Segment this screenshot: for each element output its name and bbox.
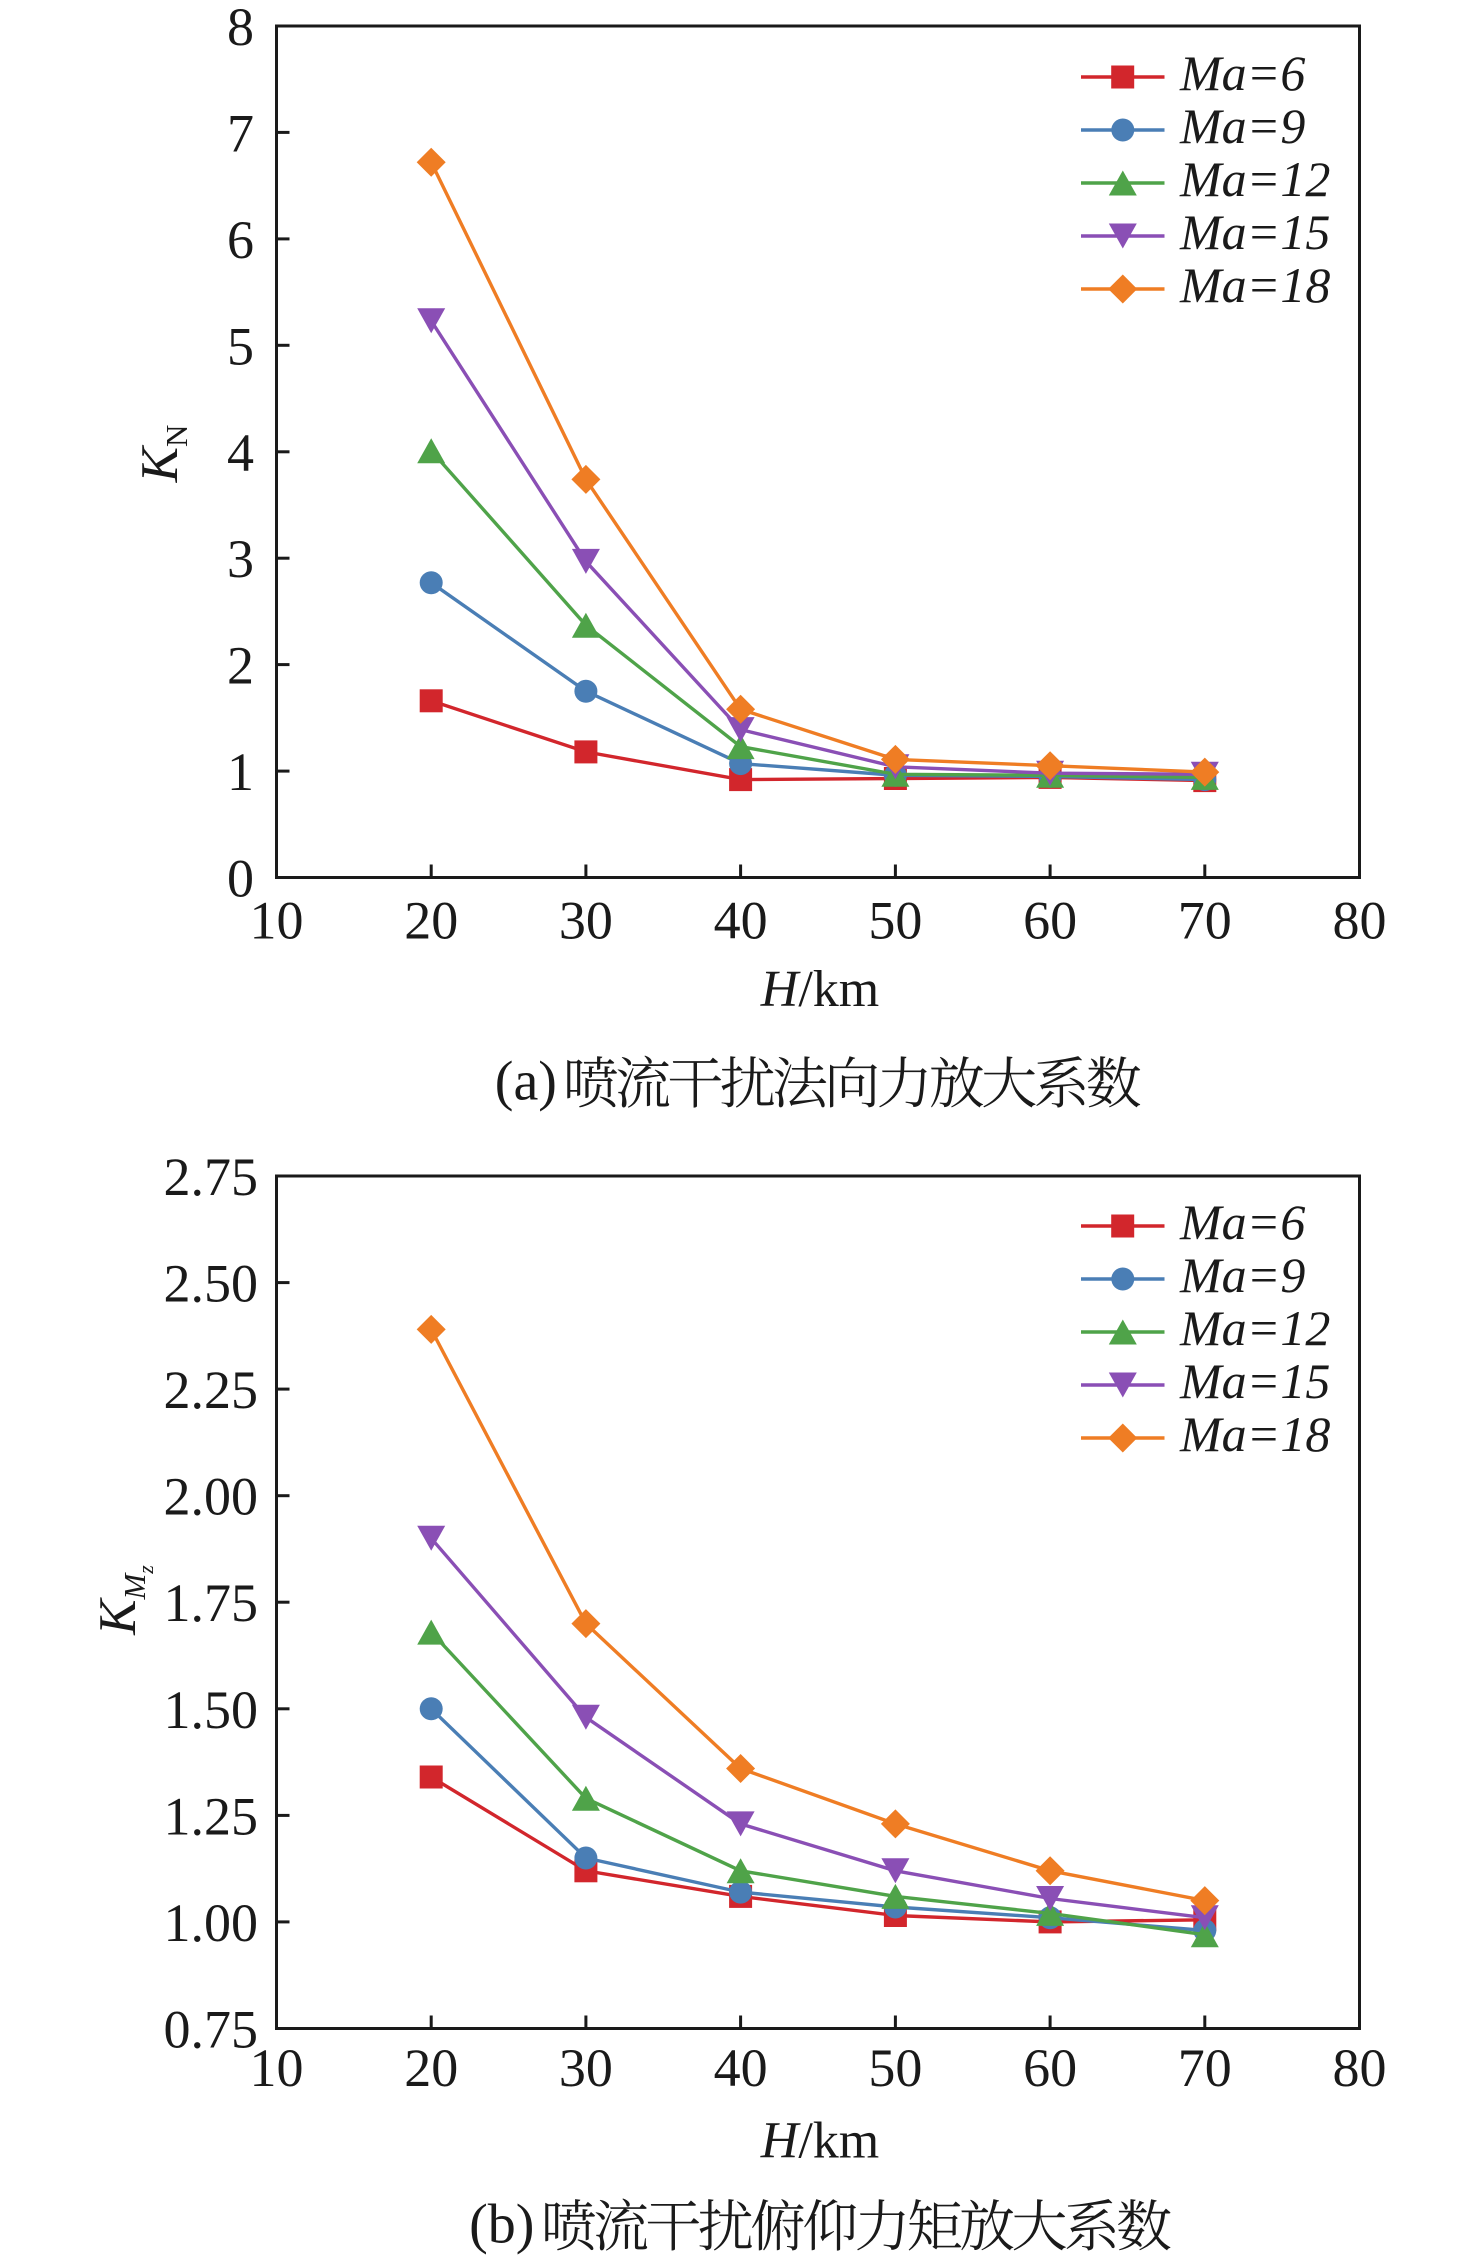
svg-text:60: 60 (1023, 2038, 1077, 2098)
svg-text:Ma=6: Ma=6 (1179, 45, 1305, 101)
svg-text:Ma=12: Ma=12 (1179, 151, 1330, 207)
svg-text:(a): (a) (495, 1051, 557, 1113)
svg-text:Ma=18: Ma=18 (1179, 1406, 1330, 1462)
svg-text:80: 80 (1333, 2038, 1387, 2098)
svg-text:Ma=12: Ma=12 (1179, 1300, 1330, 1356)
svg-text:8: 8 (227, 0, 254, 57)
svg-text:0.75: 0.75 (164, 2000, 259, 2060)
svg-text:40: 40 (714, 891, 768, 951)
svg-text:1.00: 1.00 (164, 1893, 259, 1953)
svg-text:7: 7 (227, 103, 254, 163)
svg-text:KN: KN (131, 425, 194, 484)
svg-text:Ma=15: Ma=15 (1179, 1353, 1330, 1409)
svg-text:Ma=6: Ma=6 (1179, 1194, 1305, 1250)
svg-text:30: 30 (559, 2038, 613, 2098)
svg-text:Ma=9: Ma=9 (1179, 98, 1305, 154)
svg-text:60: 60 (1023, 891, 1077, 951)
svg-text:Ma=18: Ma=18 (1179, 257, 1330, 313)
svg-text:5: 5 (227, 316, 254, 376)
svg-text:30: 30 (559, 891, 613, 951)
svg-text:20: 20 (404, 891, 458, 951)
svg-text:Ma=15: Ma=15 (1179, 204, 1330, 260)
svg-text:70: 70 (1178, 2038, 1232, 2098)
svg-text:40: 40 (714, 2038, 768, 2098)
svg-text:50: 50 (868, 2038, 922, 2098)
svg-text:H/km: H/km (760, 961, 879, 1018)
svg-text:1: 1 (227, 742, 254, 802)
svg-text:10: 10 (250, 2038, 304, 2098)
svg-text:1.75: 1.75 (164, 1573, 259, 1633)
svg-text:2: 2 (227, 636, 254, 696)
svg-text:2.00: 2.00 (164, 1467, 259, 1527)
svg-text:20: 20 (404, 2038, 458, 2098)
svg-text:2.75: 2.75 (164, 1147, 259, 1207)
svg-text:80: 80 (1333, 891, 1387, 951)
svg-text:H/km: H/km (760, 2113, 879, 2170)
svg-text:2.50: 2.50 (164, 1254, 259, 1314)
svg-text:2.25: 2.25 (164, 1360, 259, 1420)
svg-text:6: 6 (227, 210, 254, 270)
svg-text:50: 50 (868, 891, 922, 951)
svg-text:1.50: 1.50 (164, 1680, 259, 1740)
svg-text:3: 3 (227, 529, 254, 589)
svg-text:Ma=9: Ma=9 (1179, 1247, 1305, 1303)
svg-text:10: 10 (250, 891, 304, 951)
svg-text:0: 0 (227, 849, 254, 909)
svg-text:4: 4 (227, 423, 254, 483)
svg-text:70: 70 (1178, 891, 1232, 951)
svg-text:KMz: KMz (89, 1565, 158, 1636)
svg-text:(b): (b) (469, 2193, 534, 2255)
svg-text:1.25: 1.25 (164, 1786, 259, 1846)
